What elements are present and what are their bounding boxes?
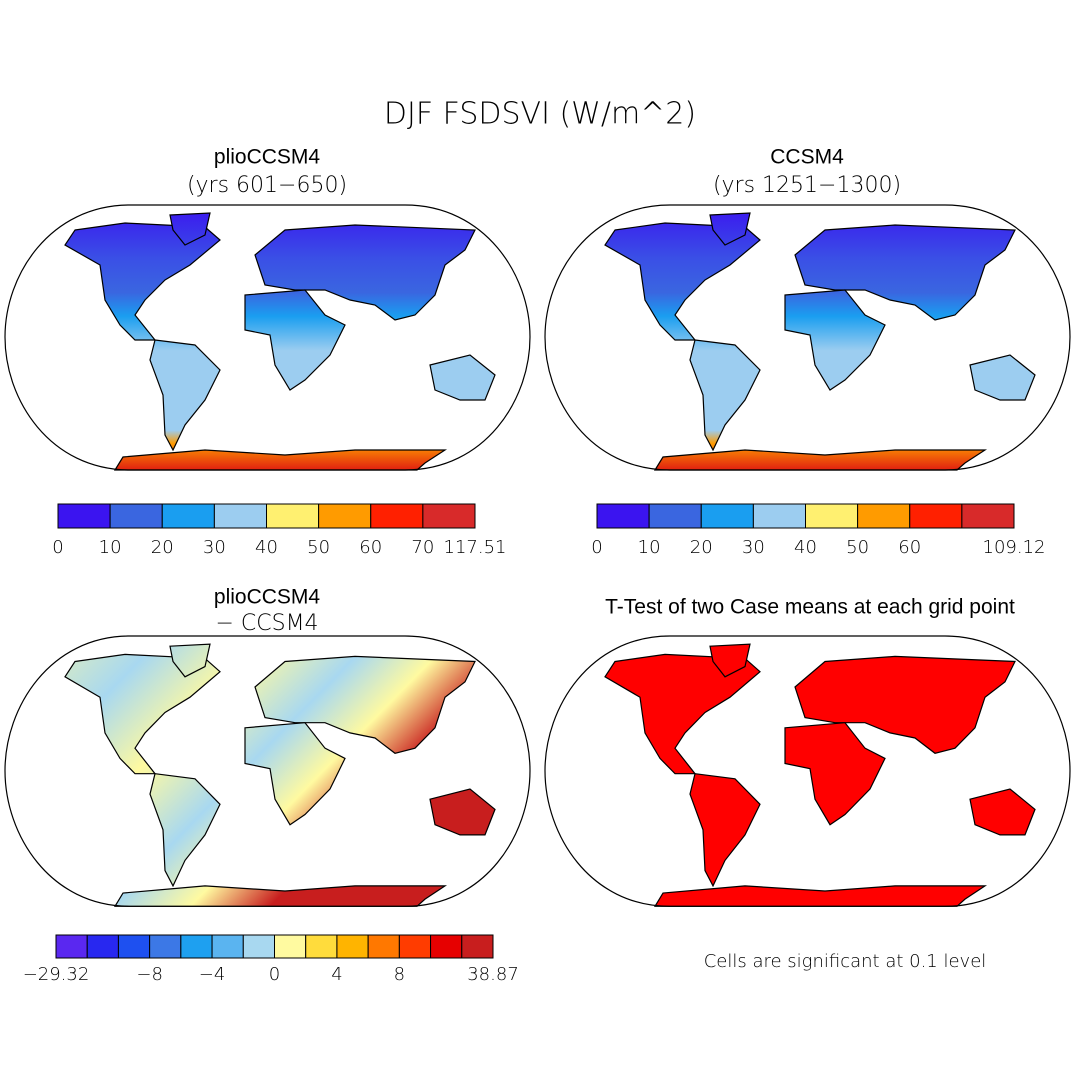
colorbar-label: 4: [331, 964, 342, 985]
colorbar-box: [596, 503, 650, 529]
colorbar-label: 0: [269, 964, 280, 985]
colorbar-label: 109.12: [983, 537, 1046, 558]
colorbar-box: [55, 934, 88, 959]
colorbar-box: [909, 503, 963, 529]
colorbar-label: 117.51: [444, 537, 507, 558]
colorbar-box: [336, 934, 369, 959]
colorbar-box: [266, 503, 320, 529]
colorbar-label: −4: [199, 964, 226, 985]
map: [544, 635, 1071, 907]
colorbar-label: 10: [99, 537, 122, 558]
colorbar-label: 38.87: [467, 964, 519, 985]
colorbar-box: [648, 503, 702, 529]
colorbar-label: 30: [203, 537, 226, 558]
panel-subtitle: (yrs 1251−1300): [713, 173, 901, 198]
panel-subtitle: − CCSM4: [215, 611, 318, 636]
colorbar-box: [242, 934, 276, 959]
colorbars: 0 10 20 30 40 50 60 70 117.51 0 10 20 30 40 50 60 109.12…: [23, 503, 1046, 985]
colorbar-box: [318, 503, 372, 529]
colorbar-label: 50: [846, 537, 869, 558]
colorbar-label: 40: [255, 537, 278, 558]
colorbar-box: [461, 934, 494, 959]
colorbar-label: 30: [742, 537, 765, 558]
map: [544, 204, 1071, 471]
colorbar-box: [961, 503, 1015, 529]
colorbar-box: [752, 503, 806, 529]
colorbar-box: [367, 934, 400, 959]
colorbar-box: [398, 934, 432, 959]
colorbar-box: [805, 503, 859, 529]
colorbar-label: 60: [359, 537, 382, 558]
colorbar-label: −29.32: [23, 964, 90, 985]
colorbar-label: 10: [638, 537, 661, 558]
colorbar-box: [700, 503, 754, 529]
map: [4, 635, 531, 907]
colorbar-box: [149, 934, 182, 959]
colorbar-label: 20: [690, 537, 713, 558]
colorbar-box: [305, 934, 338, 959]
colorbar-box: [422, 503, 476, 529]
colorbar-label: 0: [591, 537, 602, 558]
colorbar-box: [857, 503, 911, 529]
colorbar-label: 70: [411, 537, 434, 558]
panel-title: CCSM4: [770, 146, 844, 169]
colorbar-box: [370, 503, 424, 529]
colorbar-label: −8: [136, 964, 163, 985]
colorbar-box: [117, 934, 151, 959]
colorbar-label: 20: [151, 537, 174, 558]
map: [4, 204, 531, 471]
colorbar-box: [86, 934, 119, 959]
figure-title: DJF FSDSVI (W/m^2): [384, 97, 696, 132]
colorbar-label: 8: [394, 964, 405, 985]
colorbar-box: [274, 934, 307, 959]
colorbar-box: [211, 934, 244, 959]
colorbar-label: 60: [898, 537, 921, 558]
colorbar-label: 40: [794, 537, 817, 558]
significance-note: Cells are significant at 0.1 level: [704, 951, 987, 972]
panel-subtitle: (yrs 601−650): [187, 173, 347, 198]
colorbar-label: 0: [52, 537, 63, 558]
colorbar-box: [430, 934, 463, 959]
colorbar-box: [57, 503, 111, 529]
colorbar-box: [180, 934, 213, 959]
colorbar-box: [213, 503, 267, 529]
panel-title: T-Test of two Case means at each grid po…: [605, 596, 1015, 619]
panel-title: plioCCSM4: [214, 146, 321, 169]
colorbar-box: [109, 503, 163, 529]
colorbar-box: [161, 503, 215, 529]
panel-title: plioCCSM4: [214, 586, 321, 609]
colorbar-label: 50: [307, 537, 330, 558]
